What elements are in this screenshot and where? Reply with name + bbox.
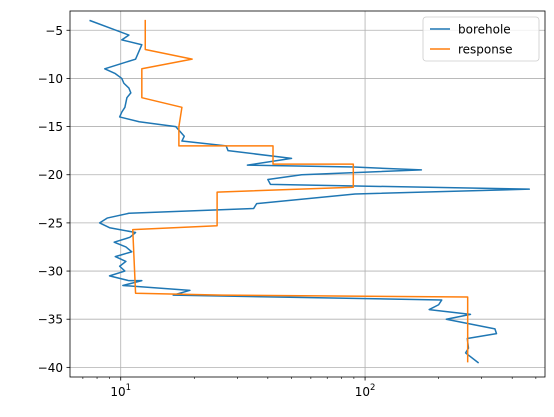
x-axis: 101 102 — [82, 377, 537, 399]
x-tick-label: 102 — [355, 383, 376, 399]
legend-label-response: response — [458, 43, 513, 57]
y-tick-label: −20 — [38, 168, 63, 182]
y-tick-label: −30 — [38, 265, 63, 279]
legend-label-borehole: borehole — [458, 23, 511, 37]
y-tick-label: −40 — [38, 361, 63, 375]
y-axis: −5 −10 −15 −20 −25 −30 −35 −40 — [38, 24, 70, 375]
y-tick-label: −35 — [38, 313, 63, 327]
x-tick-label: 101 — [110, 383, 131, 399]
series-layer — [89, 19, 531, 364]
series-line-borehole — [89, 19, 531, 364]
y-tick-label: −10 — [38, 72, 63, 86]
legend: borehole response — [422, 16, 540, 62]
y-tick-label: −15 — [38, 120, 63, 134]
plot-frame — [69, 10, 546, 378]
y-tick-label: −5 — [45, 24, 63, 38]
legend-box — [422, 16, 540, 62]
series-line-response — [132, 19, 469, 363]
y-tick-label: −25 — [38, 216, 63, 230]
